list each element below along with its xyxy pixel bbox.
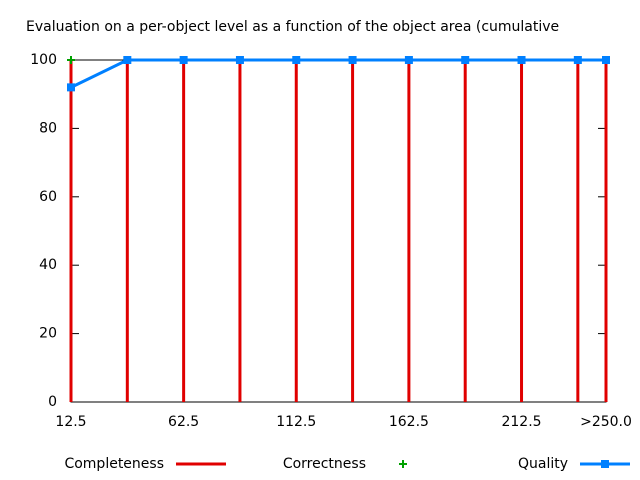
line bbox=[70, 58, 606, 89]
point bbox=[517, 56, 526, 64]
point bbox=[179, 56, 188, 64]
plot-border bbox=[70, 59, 607, 403]
legend-swatch bbox=[399, 460, 407, 468]
x-tick-label: >250.0 bbox=[580, 414, 632, 430]
y-tick-label: 60 bbox=[39, 189, 57, 205]
y-tick-label: 100 bbox=[30, 52, 57, 68]
point bbox=[461, 56, 470, 64]
x-tick-label: 162.5 bbox=[389, 414, 429, 430]
y-tick-label: 80 bbox=[39, 120, 57, 136]
point bbox=[292, 56, 301, 64]
x-tick-label: 212.5 bbox=[501, 414, 541, 430]
x-tick-label: 112.5 bbox=[276, 414, 316, 430]
y-tick-label: 0 bbox=[48, 394, 57, 410]
legend-label: Completeness bbox=[64, 456, 164, 472]
point bbox=[404, 56, 413, 64]
y-tick-label: 20 bbox=[39, 326, 57, 342]
y-tick-label: 40 bbox=[39, 257, 57, 273]
point bbox=[573, 56, 582, 64]
point bbox=[67, 83, 75, 92]
point bbox=[235, 56, 244, 64]
point bbox=[67, 56, 75, 64]
x-tick-label: 12.5 bbox=[55, 414, 86, 430]
point bbox=[348, 56, 357, 64]
legend-label: Quality bbox=[518, 456, 568, 472]
point bbox=[602, 56, 610, 64]
x-tick-label: 62.5 bbox=[168, 414, 199, 430]
point bbox=[123, 56, 132, 64]
legend-swatch bbox=[601, 460, 609, 468]
legend-label: Correctness bbox=[283, 456, 366, 472]
chart-title: Evaluation on a per-object level as a fu… bbox=[26, 19, 559, 35]
